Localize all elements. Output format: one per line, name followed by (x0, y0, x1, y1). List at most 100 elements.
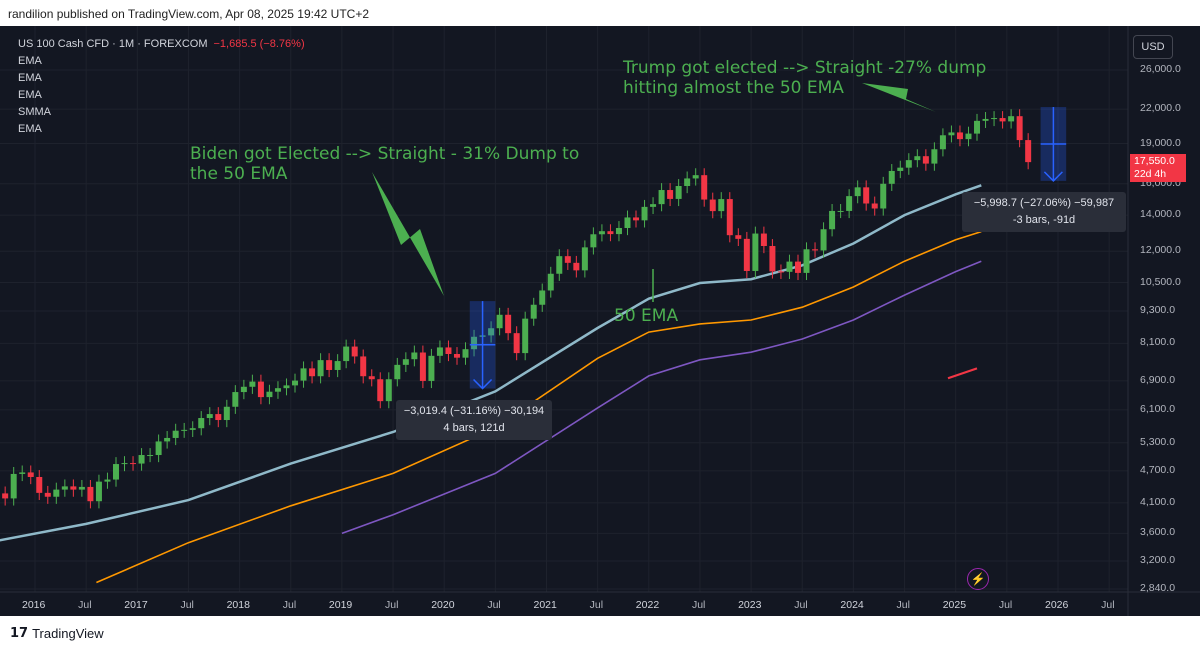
lightning-icon[interactable]: ⚡ (967, 568, 989, 590)
measure-2020-tooltip: −3,019.4 (−31.16%) −30,194 4 bars, 121d (396, 400, 552, 440)
candle-body (471, 336, 478, 350)
candle-body (863, 187, 870, 204)
candle-body (138, 455, 145, 464)
candle-body (735, 235, 742, 239)
candle-body (462, 349, 469, 358)
candle-body (846, 196, 853, 211)
candle-body (726, 199, 733, 236)
candle-body (633, 217, 640, 221)
currency-button[interactable]: USD (1133, 35, 1173, 59)
price-chart-svg[interactable] (0, 26, 1200, 616)
candle-body (215, 414, 222, 421)
trump-arrow-icon (862, 83, 936, 112)
time-tick-label: Jul (998, 599, 1013, 611)
price-tick-label: 26,000.0 (1140, 63, 1181, 75)
price-tick-label: 10,500.0 (1140, 275, 1181, 288)
biden-annotation-line1: Biden got Elected --> Straight - 31% Dum… (190, 144, 580, 164)
time-tick-label: 2020 (431, 599, 455, 611)
candle-body (931, 149, 938, 164)
measure-2020-line2: 4 bars, 121d (443, 422, 505, 434)
candle-body (743, 238, 750, 271)
measure-2020-line1: −3,019.4 (−31.16%) −30,194 (403, 405, 545, 417)
candle-body (505, 314, 512, 334)
candle-body (573, 262, 580, 271)
candle-body (999, 118, 1006, 122)
price-tick-label: 5,300.0 (1140, 435, 1176, 448)
indicator-smma[interactable]: SMMA (18, 106, 51, 118)
candle-body (266, 391, 273, 398)
candle-body (777, 271, 784, 273)
candle-body (658, 190, 665, 205)
ema50-annotation: 50 EMA (614, 306, 679, 326)
short-red-line (947, 367, 978, 380)
candle-body (922, 156, 929, 164)
candle-body (104, 479, 111, 482)
candle-body (590, 234, 597, 248)
candle-body (78, 486, 85, 490)
time-tick-label: 2021 (533, 599, 557, 611)
candle-body (607, 231, 614, 235)
candle-body (982, 118, 989, 121)
candle-body (394, 364, 401, 380)
price-tick-label: 14,000.0 (1140, 208, 1181, 221)
candle-body (513, 333, 520, 354)
candle-body (317, 360, 324, 377)
candle-body (334, 361, 341, 370)
indicator-ema-2[interactable]: EMA (18, 72, 42, 84)
candle-body (19, 472, 26, 474)
candle-body (854, 187, 861, 197)
candle-body (53, 489, 60, 497)
measure-2025-tooltip: −5,998.7 (−27.06%) −59,987 -3 bars, -91d (962, 192, 1126, 232)
candle-body (564, 256, 571, 263)
time-tick-label: Jul (691, 599, 706, 611)
candle-body (812, 249, 819, 251)
indicator-ema-3[interactable]: EMA (18, 89, 42, 101)
candle-body (164, 437, 171, 442)
candle-body (223, 406, 230, 421)
trump-annotation-line1: Trump got elected --> Straight -27% dump (623, 58, 987, 78)
publish-header: randilion published on TradingView.com, … (0, 0, 1200, 26)
candle-body (240, 386, 247, 393)
indicator-ema-1[interactable]: EMA (18, 55, 42, 67)
candle-body (368, 376, 375, 380)
candle-body (70, 486, 77, 490)
candle-body (2, 493, 9, 499)
candle-body (939, 135, 946, 150)
tradingview-brand: TradingView (32, 626, 104, 641)
candle-body (10, 473, 17, 499)
price-tick-label: 9,300.0 (1140, 303, 1176, 316)
candle-body (1008, 116, 1015, 122)
last-price-tag: 17,550.0 (1130, 154, 1186, 169)
price-tick-label: 6,100.0 (1140, 402, 1176, 415)
candle-body (360, 356, 367, 377)
time-tick-label: Jul (1101, 599, 1115, 611)
indicator-ema-4[interactable]: EMA (18, 123, 42, 135)
candle-body (888, 170, 895, 184)
symbol-label[interactable]: US 100 Cash CFD · 1M · FOREXCOM (18, 38, 208, 50)
chart-legend: US 100 Cash CFD · 1M · FOREXCOM −1,685.5 … (18, 36, 305, 138)
candle-body (675, 186, 682, 199)
candle-body (786, 261, 793, 272)
candle-body (351, 346, 358, 357)
tradingview-logo[interactable]: 17 TradingView (10, 626, 104, 641)
price-tick-label: 6,900.0 (1140, 373, 1176, 386)
time-tick-label: 2026 (1045, 599, 1069, 611)
publisher-text: randilion published on TradingView.com, … (8, 7, 370, 21)
candle-body (522, 318, 529, 354)
chart-pane[interactable]: US 100 Cash CFD · 1M · FOREXCOM −1,685.5 … (0, 26, 1200, 616)
price-tick-label: 22,000.0 (1140, 102, 1181, 115)
candle-body (189, 428, 196, 430)
time-tick-label: 2016 (22, 599, 46, 611)
candle-body (385, 379, 392, 402)
measure-2025-line2: -3 bars, -91d (1012, 214, 1076, 226)
candle-body (794, 261, 801, 273)
time-tick-label: 2024 (840, 599, 864, 611)
candle-body (249, 381, 256, 387)
ema-orange-line (96, 230, 982, 584)
candle-body (436, 347, 443, 356)
measure-2020-arrowhead (473, 378, 493, 390)
candle-body (701, 175, 708, 200)
tradingview-logo-icon: 17 (10, 626, 29, 641)
candle-body (61, 486, 68, 490)
ema50-line (0, 184, 982, 542)
